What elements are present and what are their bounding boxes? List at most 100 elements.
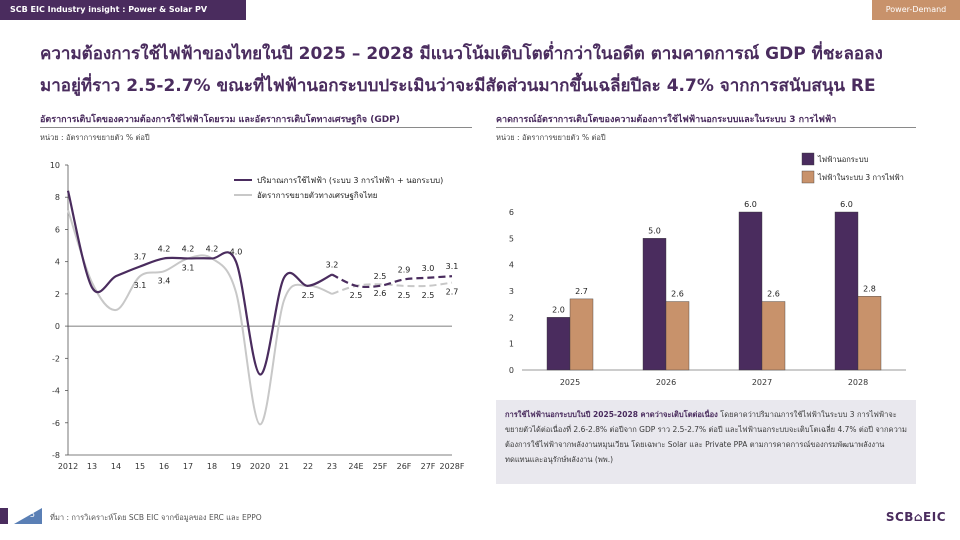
bar-0 xyxy=(834,211,859,371)
bar-chart: 0 1 2 3 4 5 6 2025 2.0 2.7 2026 5.0 2.6 2027 6.0 2.6 202… xyxy=(509,152,906,387)
data-label: 2.7 xyxy=(446,288,459,297)
title-line-1: ความต้องการใช้ไฟฟ้าของไทยในปี 2025 – 202… xyxy=(40,44,883,64)
bar-0 xyxy=(546,317,571,371)
x-tick-label: 19 xyxy=(231,462,241,471)
bar-data-label: 2.0 xyxy=(552,305,565,314)
x-tick-label: 24E xyxy=(348,462,363,471)
y-tick-label: 6 xyxy=(55,225,60,234)
y-tick-label: 3 xyxy=(509,287,514,296)
legend-label: ไฟฟ้านอกระบบ xyxy=(817,155,869,164)
y-tick-label: 4 xyxy=(509,261,514,270)
x-tick-label: 21 xyxy=(279,462,289,471)
x-tick-label: 22 xyxy=(303,462,313,471)
data-label: 2.9 xyxy=(398,265,411,274)
bar-data-label: 6.0 xyxy=(744,200,757,209)
title-line-2: มาอยู่ที่ราว 2.5-2.7% ขณะที่ไฟฟ้านอกระบบ… xyxy=(40,76,876,96)
data-label: 4.2 xyxy=(206,244,219,253)
y-tick-label: 10 xyxy=(50,161,60,170)
x-tick-label: 18 xyxy=(207,462,217,471)
data-label: 3.1 xyxy=(134,281,147,290)
note-box: การใช้ไฟฟ้านอกระบบในปี 2025-2028 คาดว่าจ… xyxy=(496,400,916,484)
right-panel-rule xyxy=(496,127,916,128)
x-tick-label: 15 xyxy=(135,462,145,471)
data-label: 2.5 xyxy=(422,291,435,300)
data-label: 2.5 xyxy=(398,291,411,300)
data-label: 2.5 xyxy=(374,272,387,281)
bar-1 xyxy=(569,298,594,371)
header-right: Power-Demand xyxy=(872,0,960,20)
x-tick-label: 2020 xyxy=(250,462,270,471)
x-tick-label: 2012 xyxy=(58,462,78,471)
x-tick-label: 2026 xyxy=(656,378,676,387)
data-label: 3.7 xyxy=(134,253,147,262)
bar-0 xyxy=(738,211,763,371)
data-label: 3.1 xyxy=(446,262,459,271)
header-left: SCB EIC Industry insight : Power & Solar… xyxy=(0,0,246,20)
data-label: 3.1 xyxy=(182,263,195,272)
x-tick-label: 2027 xyxy=(752,378,772,387)
series-line-actual-0 xyxy=(66,190,333,376)
data-label: 3.0 xyxy=(422,264,435,273)
bar-data-label: 6.0 xyxy=(840,200,853,209)
data-label: 2.6 xyxy=(374,289,387,298)
legend-label: ไฟฟ้าในระบบ 3 การไฟฟ้า xyxy=(817,173,904,182)
legend-label: อัตราการขยายตัวทางเศรษฐกิจไทย xyxy=(257,191,377,200)
line-chart: -8 -6 -4 -2 0 2 4 6 8 10 2012 13 14 15 16 17 18 19 2020 21 2… xyxy=(50,161,465,471)
y-tick-label: 1 xyxy=(509,340,514,349)
y-tick-label: 0 xyxy=(509,366,514,375)
bar-0 xyxy=(642,238,667,371)
left-panel-title: อัตราการเติบโตของความต้องการใช้ไฟฟ้าโดยร… xyxy=(40,115,400,125)
y-tick-label: 0 xyxy=(55,322,60,331)
y-tick-label: -8 xyxy=(52,451,60,460)
x-tick-label: 26F xyxy=(397,462,412,471)
legend-swatch xyxy=(801,152,815,166)
x-tick-label: 25F xyxy=(373,462,388,471)
right-panel-title: คาดการณ์อัตราการเติบโตของความต้องการใช้ไ… xyxy=(496,115,837,125)
x-tick-label: 2028 xyxy=(848,378,868,387)
y-tick-label: 8 xyxy=(55,193,60,202)
data-label: 4.2 xyxy=(182,244,195,253)
data-label: 4.2 xyxy=(158,244,171,253)
x-tick-label: 23 xyxy=(327,462,337,471)
x-tick-label: 17 xyxy=(183,462,193,471)
bar-1 xyxy=(761,301,786,371)
x-tick-label: 13 xyxy=(87,462,97,471)
data-label: 3.2 xyxy=(326,261,339,270)
bar-data-label: 2.7 xyxy=(575,287,588,296)
y-tick-label: 5 xyxy=(509,234,514,243)
note-bold: การใช้ไฟฟ้านอกระบบในปี 2025-2028 คาดว่าจ… xyxy=(505,410,718,419)
bar-1 xyxy=(857,296,882,371)
page-title: ความต้องการใช้ไฟฟ้าของไทยในปี 2025 – 202… xyxy=(40,38,940,102)
right-panel-unit: หน่วย : อัตราการขยายตัว % ต่อปี xyxy=(496,133,606,142)
legend-label: ปริมาณการใช้ไฟฟ้า (ระบบ 3 การไฟฟ้า + นอก… xyxy=(257,176,443,185)
bar-data-label: 2.8 xyxy=(863,284,876,293)
bar-data-label: 2.6 xyxy=(671,290,684,299)
left-panel-unit: หน่วย : อัตราการขยายตัว % ต่อปี xyxy=(40,133,150,142)
data-label: 2.5 xyxy=(350,291,363,300)
bar-data-label: 2.6 xyxy=(767,290,780,299)
x-tick-label: 14 xyxy=(111,462,121,471)
data-label: 2.5 xyxy=(302,291,315,300)
scb-eic-logo: SCB⌂EIC xyxy=(885,510,946,524)
legend-swatch xyxy=(801,170,815,184)
x-tick-label: 2028F xyxy=(440,462,465,471)
top-bar: SCB EIC Industry insight : Power & Solar… xyxy=(0,0,960,20)
y-tick-label: 6 xyxy=(509,208,514,217)
x-tick-label: 16 xyxy=(159,462,169,471)
footer-accent xyxy=(0,508,8,524)
source-note: ที่มา : การวิเคราะห์โดย SCB EIC จากข้อมู… xyxy=(50,513,262,522)
y-tick-label: -6 xyxy=(52,419,60,428)
x-tick-label: 2025 xyxy=(560,378,580,387)
data-label: 4.0 xyxy=(230,248,243,257)
y-tick-label: -2 xyxy=(52,354,60,363)
bar-1 xyxy=(665,301,690,371)
left-panel-rule xyxy=(40,127,472,128)
data-label: 3.4 xyxy=(158,276,171,285)
note-text: โดยคาดว่าปริมาณการใช้ไฟฟ้าในระบบ 3 การไฟ… xyxy=(505,410,907,464)
y-tick-label: 4 xyxy=(55,258,60,267)
series-line-forecast-0 xyxy=(331,273,453,289)
x-tick-label: 27F xyxy=(421,462,436,471)
bar-data-label: 5.0 xyxy=(648,226,661,235)
y-tick-label: 2 xyxy=(55,290,60,299)
y-tick-label: 2 xyxy=(509,313,514,322)
